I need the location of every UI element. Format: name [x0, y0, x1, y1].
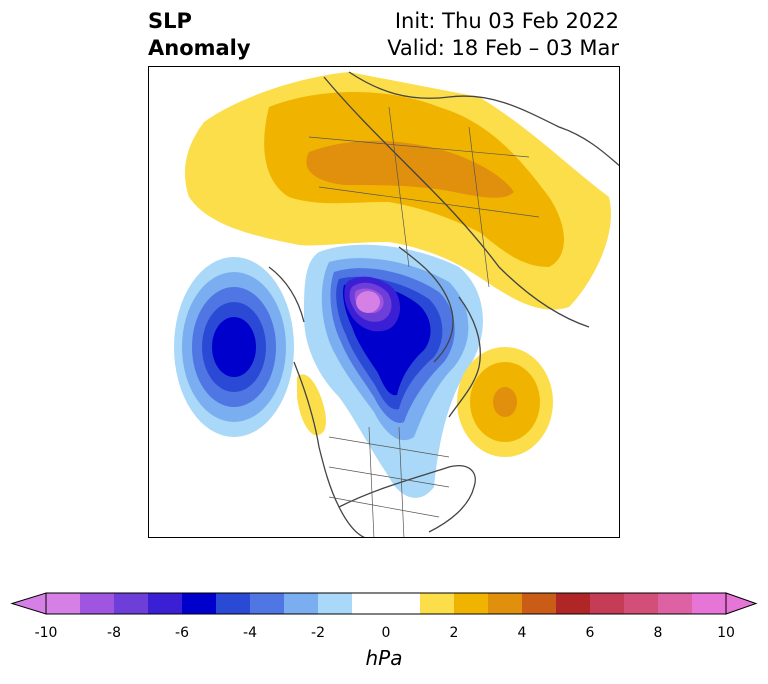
arctic-low-anomaly [304, 244, 483, 498]
colorbar-tick-label: -2 [311, 625, 325, 641]
colorbar-cell [250, 593, 285, 614]
colorbar-tick-label: 2 [449, 625, 459, 641]
colorbar-extend-high [725, 592, 758, 615]
colorbar-cell [624, 593, 659, 614]
colorbar [10, 592, 758, 615]
colorbar-cell [284, 593, 319, 614]
title-line-1: SLP [148, 9, 192, 33]
colorbar-cell [692, 593, 727, 614]
colorbar-cell [182, 593, 217, 614]
map-panel [148, 66, 620, 538]
colorbar-cell [318, 593, 353, 614]
colorbar-tick-label: -8 [107, 625, 121, 641]
colorbar-cell [352, 593, 387, 614]
valid-range: Valid: 18 Feb – 03 Mar [387, 36, 619, 60]
colorbar-tick-label: 10 [717, 625, 735, 641]
atlantic-contour-3 [493, 387, 517, 417]
north-atlantic-high-anomaly [457, 347, 553, 457]
colorbar-tick-label: 0 [381, 625, 391, 641]
colorbar-cell [114, 593, 149, 614]
north-pacific-low-anomaly [174, 257, 294, 437]
colorbar-extend-low [10, 592, 47, 615]
colorbar-cell [216, 593, 251, 614]
colorbar-tick-label: -10 [34, 625, 58, 641]
colorbar-cell [46, 593, 81, 614]
forecast-dates: Init: Thu 03 Feb 2022 Valid: 18 Feb – 03… [387, 8, 619, 62]
anomaly-map [174, 71, 619, 537]
eurasia-high-anomaly [184, 72, 611, 310]
title-line-2: Anomaly [148, 36, 251, 60]
map-title: SLP Anomaly [148, 8, 251, 62]
colorbar-cell [454, 593, 489, 614]
colorbar-tick-label: -6 [175, 625, 189, 641]
contour-minus-9 [356, 291, 380, 313]
colorbar-cell [658, 593, 693, 614]
coastlines [268, 71, 619, 537]
colorbar-outline [45, 592, 727, 615]
colorbar-cell [590, 593, 625, 614]
colorbar-tick-label: 6 [585, 625, 595, 641]
colorbar-tick-label: 8 [653, 625, 663, 641]
colorbar-cells [10, 592, 758, 615]
colorbar-cell [148, 593, 183, 614]
borders [308, 106, 540, 537]
init-date: Init: Thu 03 Feb 2022 [394, 9, 619, 33]
colorbar-cell [522, 593, 557, 614]
contour-plus-3 [306, 140, 514, 198]
pacific-northwest-high-anomaly [297, 374, 326, 436]
colorbar-tick-label: 4 [517, 625, 527, 641]
colorbar-unit-label: hPa [365, 646, 403, 670]
colorbar-tick-label: -4 [243, 625, 257, 641]
colorbar-cell [556, 593, 591, 614]
colorbar-cell [420, 593, 455, 614]
colorbar-cell [488, 593, 523, 614]
colorbar-cell [80, 593, 115, 614]
colorbar-cell [386, 593, 421, 614]
pacific-contour-5 [212, 317, 256, 377]
